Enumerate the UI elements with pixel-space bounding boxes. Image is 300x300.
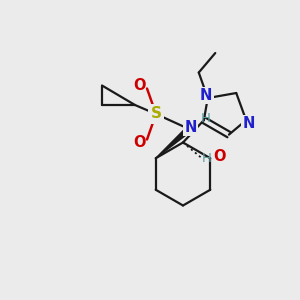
Text: N: N — [184, 120, 197, 135]
Text: S: S — [151, 106, 161, 122]
Text: H: H — [202, 152, 212, 166]
Text: N: N — [200, 88, 212, 103]
Polygon shape — [156, 127, 191, 158]
Text: O: O — [133, 135, 146, 150]
Text: N: N — [242, 116, 255, 131]
Text: O: O — [133, 78, 146, 93]
Text: O: O — [213, 149, 226, 164]
Text: H: H — [201, 112, 210, 125]
